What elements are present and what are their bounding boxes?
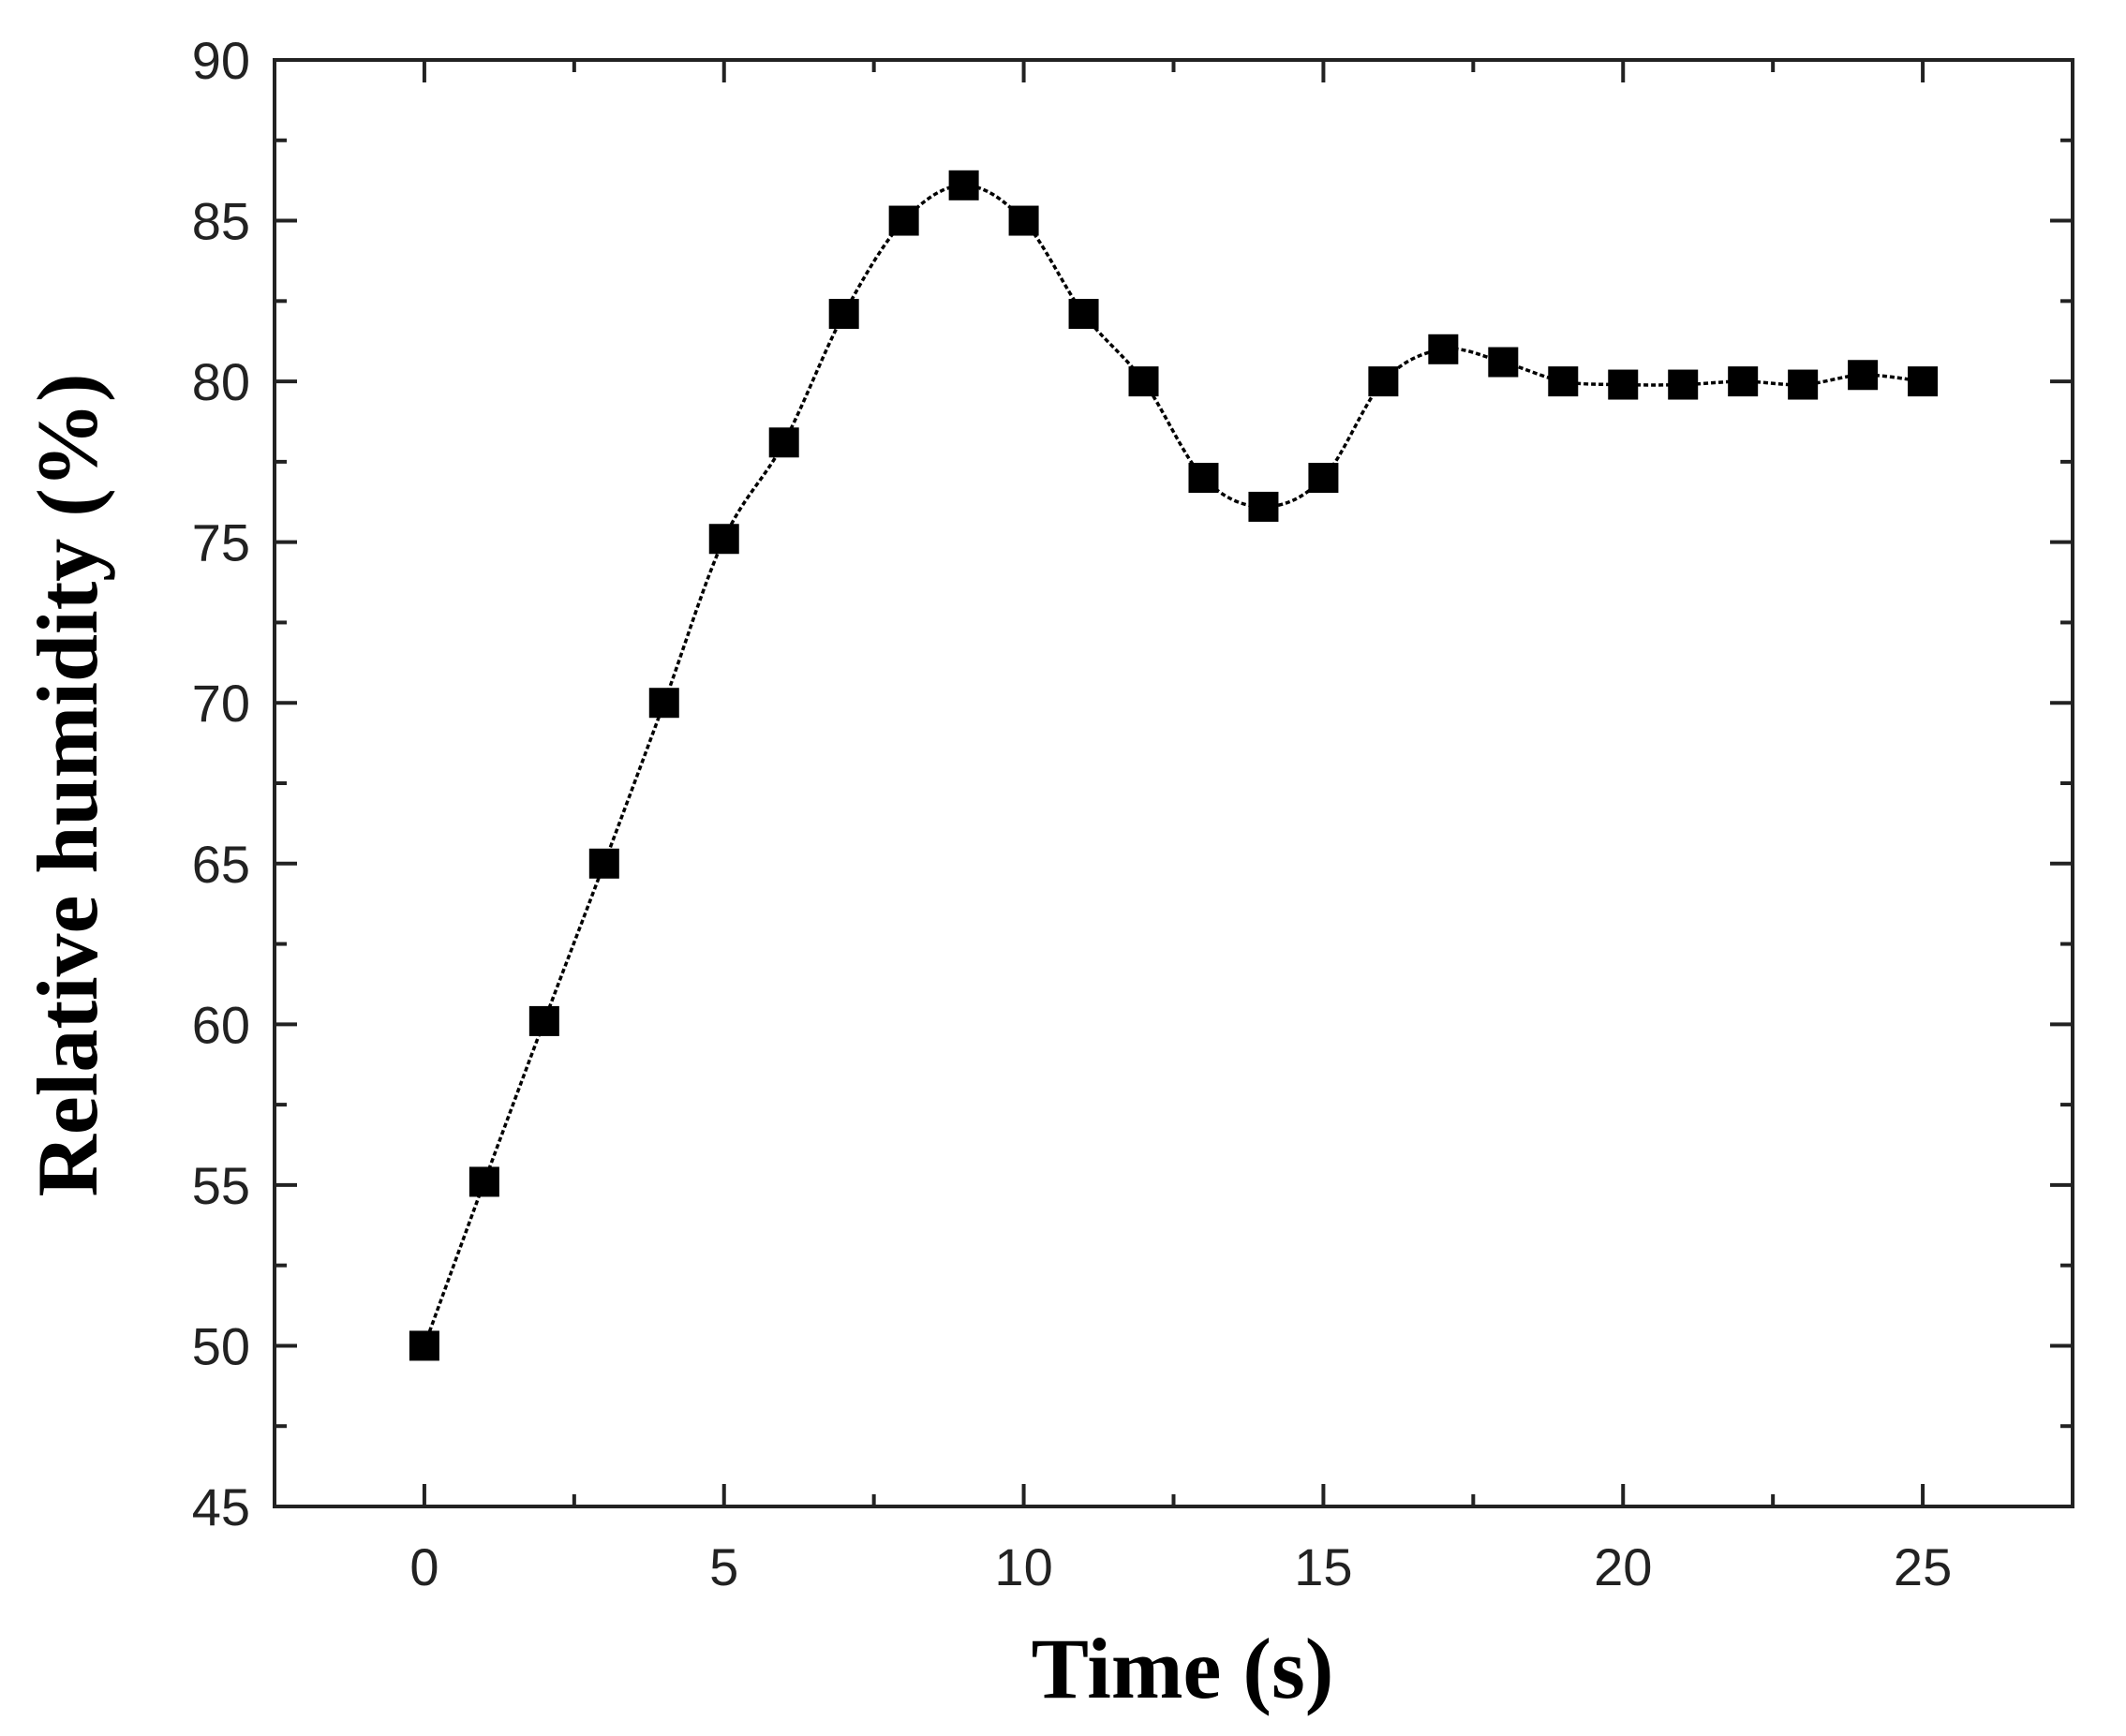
y-tick-label: 80 bbox=[192, 352, 250, 411]
data-point-marker bbox=[1308, 463, 1339, 494]
data-point-marker bbox=[768, 427, 799, 458]
y-tick-label: 85 bbox=[192, 192, 250, 251]
data-point-marker bbox=[1428, 334, 1459, 364]
y-tick-label: 45 bbox=[192, 1477, 250, 1536]
plot-frame bbox=[273, 58, 2074, 1508]
y-tick-label: 75 bbox=[192, 513, 250, 572]
data-point-marker bbox=[708, 524, 739, 555]
data-point-marker bbox=[1068, 299, 1099, 330]
data-point-marker bbox=[1488, 347, 1519, 378]
data-point-marker bbox=[1728, 366, 1759, 397]
minor-ticks bbox=[275, 60, 2073, 1506]
markers-layer bbox=[409, 170, 1939, 1361]
data-point-marker bbox=[1908, 366, 1939, 397]
data-point-marker bbox=[888, 205, 919, 236]
data-point-marker bbox=[948, 170, 979, 200]
data-point-marker bbox=[468, 1166, 499, 1197]
data-point-marker bbox=[828, 299, 859, 330]
data-point-marker bbox=[1668, 369, 1699, 400]
data-point-marker bbox=[1608, 369, 1639, 400]
data-point-marker bbox=[1368, 366, 1399, 397]
data-point-marker bbox=[1128, 366, 1159, 397]
x-tick-label: 10 bbox=[994, 1537, 1052, 1596]
y-tick-labels: 45 50 55 60 65 70 75 80 85 90 bbox=[192, 31, 250, 1536]
data-point-marker bbox=[1848, 360, 1879, 391]
data-point-marker bbox=[1788, 369, 1819, 400]
data-point-marker bbox=[588, 848, 619, 879]
y-axis-title: Relative humidity (%) bbox=[20, 373, 115, 1196]
x-tick-label: 20 bbox=[1594, 1537, 1652, 1596]
data-point-marker bbox=[1008, 205, 1039, 236]
y-tick-label: 55 bbox=[192, 1156, 250, 1215]
y-tick-label: 90 bbox=[192, 31, 250, 90]
x-tick-label: 15 bbox=[1294, 1537, 1352, 1596]
data-point-marker bbox=[1248, 491, 1279, 522]
y-tick-label: 70 bbox=[192, 674, 250, 733]
data-point-marker bbox=[409, 1330, 439, 1361]
x-axis-title: Time (s) bbox=[1032, 1621, 1334, 1716]
data-point-marker bbox=[528, 1005, 559, 1036]
x-tick-label: 0 bbox=[409, 1537, 439, 1596]
data-point-marker bbox=[648, 688, 679, 719]
data-point-marker bbox=[1188, 463, 1219, 494]
x-tick-label: 25 bbox=[1894, 1537, 1952, 1596]
x-tick-labels: 0 5 10 15 20 25 bbox=[409, 1537, 1952, 1596]
x-tick-label: 5 bbox=[709, 1537, 738, 1596]
y-tick-label: 50 bbox=[192, 1316, 250, 1375]
y-tick-label: 65 bbox=[192, 835, 250, 894]
data-point-marker bbox=[1548, 366, 1579, 397]
y-tick-label: 60 bbox=[192, 995, 250, 1054]
